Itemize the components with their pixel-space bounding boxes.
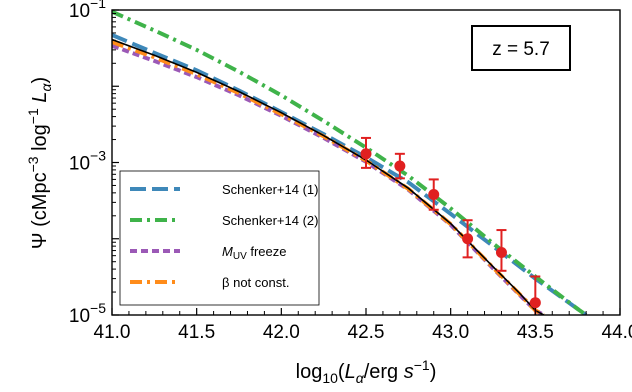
data-point-4 bbox=[495, 229, 507, 272]
x-axis-title: log10(Lα/erg s−1) bbox=[296, 357, 437, 386]
x-tick-label: 42.0 bbox=[263, 322, 300, 343]
data-point-3 bbox=[462, 219, 474, 259]
y-axis-title: Ψ (cMpc−3 log−1 Lα) bbox=[25, 77, 54, 249]
data-point-5 bbox=[529, 275, 541, 315]
x-tick-label: 43.5 bbox=[517, 322, 554, 343]
legend-label-1: Schenker+14 (2) bbox=[222, 213, 318, 228]
y-axis-ticks: 10−1 10−3 10−5 bbox=[69, 0, 119, 327]
x-tick-label: 41.5 bbox=[178, 322, 215, 343]
x-tick-label: 43.0 bbox=[432, 322, 469, 343]
x-tick-label: 41.0 bbox=[94, 322, 131, 343]
data-point-0 bbox=[360, 136, 372, 169]
data-point-2 bbox=[428, 178, 440, 211]
redshift-annotation: z = 5.7 bbox=[471, 25, 571, 71]
y-tick-label: 10−5 bbox=[69, 300, 106, 327]
data-point-1 bbox=[394, 152, 406, 180]
legend-label-0: Schenker+14 (1) bbox=[222, 182, 318, 197]
y-tick-label: 10−1 bbox=[69, 0, 106, 22]
data-points-layer bbox=[360, 136, 541, 315]
x-axis-ticks: 41.0 41.5 42.0 42.5 43.0 43.5 44.0 bbox=[94, 308, 632, 343]
legend-label-3: β not const. bbox=[222, 275, 289, 290]
x-tick-label: 44.0 bbox=[602, 322, 632, 343]
x-tick-label: 42.5 bbox=[348, 322, 385, 343]
legend: Schenker+14 (1) Schenker+14 (2) MUV freeze… bbox=[119, 170, 320, 306]
redshift-annotation-text: z = 5.7 bbox=[492, 39, 550, 60]
y-tick-label: 10−3 bbox=[69, 148, 106, 175]
legend-label-2: MUV freeze bbox=[222, 244, 287, 262]
